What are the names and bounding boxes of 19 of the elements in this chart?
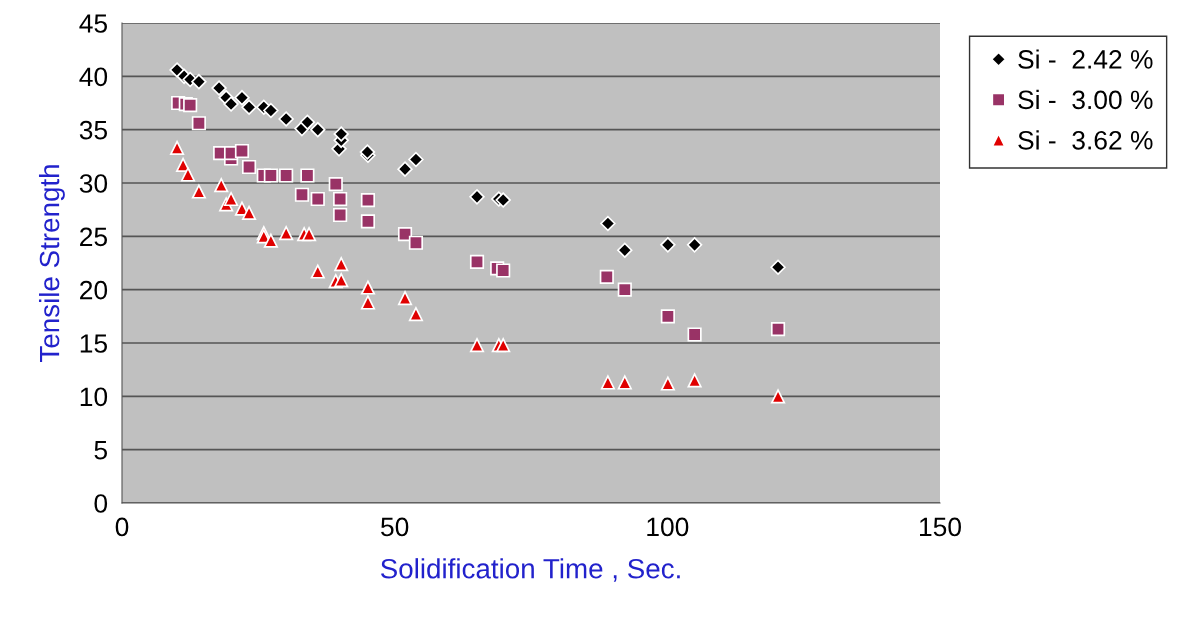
y-axis-title: Tensile Strength bbox=[38, 165, 65, 362]
y-tick-label: 0 bbox=[94, 494, 108, 513]
y-tick-label: 30 bbox=[79, 174, 108, 193]
x-tick-label: 0 bbox=[115, 517, 129, 537]
y-tick-label: 5 bbox=[94, 441, 108, 460]
y-tick-label: 35 bbox=[79, 120, 108, 140]
y-tick-label: 45 bbox=[79, 14, 108, 33]
y-tick-label: 20 bbox=[80, 280, 108, 300]
y-tick-label: 25 bbox=[80, 227, 108, 247]
y-tick-label: 40 bbox=[79, 67, 108, 87]
y-tick-label: 15 bbox=[80, 334, 108, 353]
legend-label: Si - 3.62 % bbox=[1018, 130, 1153, 150]
x-axis-title: Solidification Time , Sec. bbox=[380, 558, 680, 582]
x-tick-label: 100 bbox=[647, 517, 689, 537]
legend-label: Si - 3.00 % bbox=[1018, 89, 1153, 110]
x-tick-label: 150 bbox=[920, 517, 961, 537]
y-tick-label: 10 bbox=[80, 387, 108, 407]
x-tick-label: 50 bbox=[381, 517, 409, 537]
legend-label: Si - 2.42 % bbox=[1018, 49, 1153, 69]
